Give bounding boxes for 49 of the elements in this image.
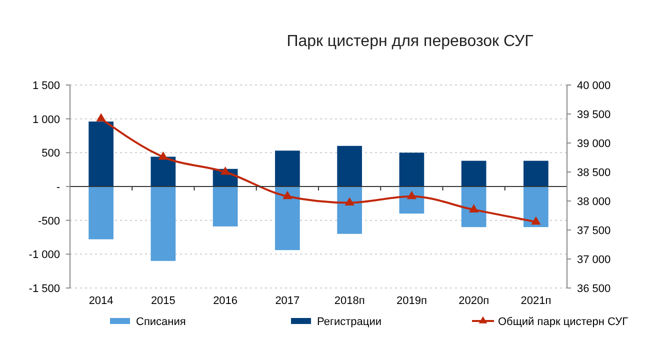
y-tick-label: 1 500 [32, 80, 60, 92]
bar [212, 186, 238, 226]
point [96, 113, 106, 122]
bar [461, 186, 486, 228]
bar [399, 152, 424, 186]
bar [275, 150, 300, 186]
x-tick-label: 2014 [88, 295, 114, 307]
bar [88, 122, 114, 186]
y-tick-label: 500 [42, 148, 60, 160]
y-tick-label: -1 000 [28, 249, 60, 262]
bar [337, 146, 362, 186]
legend-label: Регистрации [317, 316, 382, 328]
chart-title: Парк цистерн для перевозок СУГ [286, 33, 534, 50]
point [158, 151, 168, 160]
bar [524, 186, 548, 228]
y2-tick-label: 37 500 [577, 225, 611, 237]
bar [150, 186, 176, 261]
y2-tick-label: 38 000 [577, 196, 611, 208]
bar [275, 186, 300, 250]
point [469, 204, 479, 212]
bar [524, 160, 548, 186]
y2-tick-label: 36 500 [577, 283, 611, 295]
bar [88, 186, 114, 240]
x-tick-label: 2017 [275, 295, 300, 307]
bar [461, 160, 486, 186]
y2-tick-label: 40 000 [577, 80, 611, 92]
bar [337, 186, 362, 234]
y-tick-label: - [56, 182, 60, 194]
y-tick-label: -1 500 [28, 283, 60, 295]
x-tick-label: 2016 [213, 295, 238, 307]
point [220, 166, 230, 175]
point [406, 190, 416, 200]
x-tick-label: 2020п [458, 295, 490, 307]
y-tick-label: -500 [38, 215, 60, 228]
point [531, 216, 541, 225]
y2-tick-label: 37 000 [577, 254, 611, 266]
point [344, 197, 354, 206]
x-tick-label: 2015 [150, 295, 176, 307]
x-tick-label: 2019п [396, 295, 427, 307]
y2-tick-label: 39 000 [577, 138, 611, 150]
y2-tick-label: 38 500 [577, 167, 611, 179]
bar [150, 156, 176, 186]
y-tick-label: 1 000 [32, 114, 60, 126]
x-tick-label: 2021п [520, 295, 552, 307]
legend-label: Списания [136, 316, 186, 328]
y2-tick-label: 39 500 [577, 109, 611, 121]
x-tick-label: 2018п [334, 295, 365, 307]
legend-label: Общий парк цистерн СУГ [498, 316, 628, 328]
point [282, 190, 292, 200]
